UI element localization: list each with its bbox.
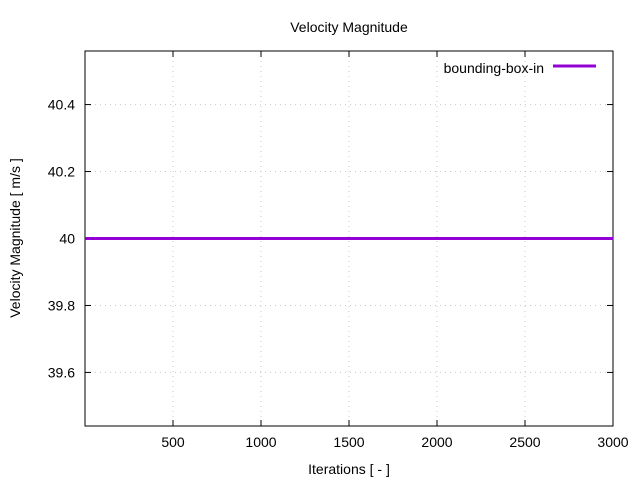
y-tick-label: 40.2	[48, 164, 75, 180]
y-tick-label: 40	[59, 231, 75, 247]
x-tick-label: 2500	[509, 434, 540, 450]
x-tick-labels: 500 1000 1500 2000 2500 3000	[161, 434, 628, 450]
y-axis-label: Velocity Magnitude [ m/s ]	[7, 158, 23, 318]
x-axis-label: Iterations [ - ]	[308, 461, 390, 477]
y-tick-label: 39.6	[48, 364, 75, 380]
y-tick-labels: 39.6 39.8 40 40.2 40.4	[48, 97, 75, 381]
tick-marks	[85, 51, 614, 426]
y-tick-label: 39.8	[48, 297, 75, 313]
chart-title: Velocity Magnitude	[290, 19, 408, 35]
x-tick-label: 3000	[597, 434, 628, 450]
x-tick-label: 1500	[333, 434, 364, 450]
x-tick-label: 1000	[245, 434, 276, 450]
y-tick-label: 40.4	[48, 97, 75, 113]
legend: bounding-box-in	[444, 60, 596, 76]
x-tick-label: 2000	[421, 434, 452, 450]
x-tick-label: 500	[161, 434, 185, 450]
legend-label-bounding-box-in: bounding-box-in	[444, 60, 544, 76]
